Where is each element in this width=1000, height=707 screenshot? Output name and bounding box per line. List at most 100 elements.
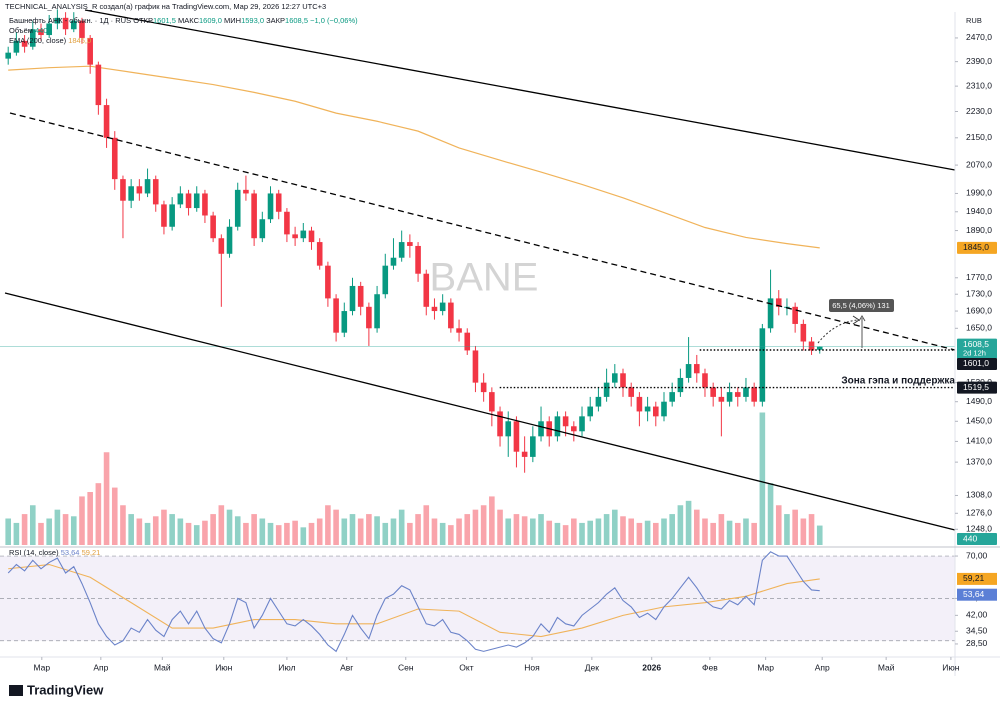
volume-bar [357, 518, 364, 545]
candle-body [341, 311, 348, 333]
x-tick-label: 2026 [642, 662, 661, 672]
measure-arrow [817, 319, 859, 344]
y-tick-label: 1770,0 [966, 272, 992, 282]
volume-bar [128, 514, 134, 545]
candle-body [612, 373, 618, 383]
candle-body [234, 189, 241, 227]
rsi-name: RSI (14, close) [9, 548, 59, 557]
volume-bar [456, 518, 462, 545]
volume-bar [5, 518, 11, 545]
candle-body [751, 387, 757, 402]
x-tick-label: Мар [757, 662, 774, 672]
volume-bar [505, 518, 512, 545]
volume-bar [79, 496, 85, 545]
field-value: 1593,0 [241, 16, 264, 25]
volume-bar [710, 522, 716, 545]
volume-bar [136, 518, 143, 545]
volume-bar [612, 509, 618, 545]
rsi-ma-value: 59,21 [82, 548, 101, 557]
volume-bar [743, 518, 749, 545]
rsi-value-box [957, 588, 997, 601]
candle-body [652, 406, 659, 417]
candle-body [489, 392, 495, 412]
x-tick-label: Дек [585, 662, 599, 672]
rsi-ma-axis-label: 59,21 [963, 573, 985, 583]
volume-bar [29, 505, 36, 545]
volume-bar [407, 522, 413, 545]
candle-body [103, 105, 110, 138]
y-tick-label: 2390,0 [966, 56, 992, 66]
x-tick-label: Сен [398, 662, 414, 672]
candle-body [431, 306, 438, 312]
level-label: 1519,5 [963, 382, 989, 392]
volume-bar [218, 505, 225, 545]
volume-bar [54, 509, 61, 545]
volume-bar [202, 520, 208, 545]
candle-body [390, 257, 397, 266]
candle-body [603, 382, 610, 397]
y-tick-label: 1690,0 [966, 305, 992, 315]
volume-bar [87, 492, 93, 545]
candle-body [808, 341, 815, 351]
candle-body [759, 328, 766, 402]
candle-body [644, 406, 651, 412]
candle-body [800, 323, 807, 342]
volume-bar [62, 514, 69, 545]
candle-body [497, 411, 503, 437]
level-label-box [957, 357, 997, 370]
level-label: 1601,0 [963, 358, 989, 368]
candle-body [169, 204, 175, 227]
candle-body [792, 306, 798, 324]
candle-body [472, 350, 479, 383]
candle-body [54, 17, 61, 24]
volume-bar [390, 518, 397, 545]
candle-body [693, 364, 700, 374]
volume-legend: Объём 440 [9, 26, 48, 35]
symbol-legend: Башнефть АНК - обыкн. · 1Д · RUS ОТКР160… [9, 16, 358, 25]
y-tick-label: 2230,0 [966, 106, 992, 116]
candle-body [120, 179, 126, 201]
rsi-value: 53,64 [61, 548, 80, 557]
candle-body [562, 416, 569, 427]
volume-bar [366, 514, 372, 545]
volume-bar [530, 518, 536, 545]
candle-body [374, 294, 380, 329]
measure-arrow-head [852, 315, 860, 325]
candle-body [415, 245, 421, 274]
volume-bar [620, 516, 626, 545]
candle-body [46, 23, 52, 36]
volume-bar [669, 514, 675, 545]
y-tick-label: 1450,0 [966, 416, 992, 426]
candle-body [628, 387, 635, 397]
last-price-label: 1608,5 [963, 339, 989, 349]
candle-body [21, 40, 28, 47]
rsi-line [7, 551, 820, 653]
volume-bar [726, 520, 733, 545]
change: −1,0 (−0,06%) [310, 16, 358, 25]
candle-body [726, 392, 733, 402]
volume-bar [333, 509, 339, 545]
field-value: 1601,5 [153, 16, 176, 25]
candle-body [128, 186, 134, 201]
volume-bar [144, 522, 151, 545]
volume-bar [808, 514, 815, 545]
y-tick-label: 1276,0 [966, 508, 992, 518]
volume-bar [284, 522, 290, 545]
watermark: BANE [430, 256, 539, 300]
rsi-tick-label: 42,00 [966, 610, 988, 620]
volume-bar [702, 518, 708, 545]
field-name: МАКС [178, 16, 200, 25]
y-tick-label: 1990,0 [966, 188, 992, 198]
x-tick-label: Июн [942, 662, 959, 672]
volume-bar [177, 518, 184, 545]
candle-body [70, 20, 77, 30]
volume-bar [472, 509, 479, 545]
candle-body [267, 193, 274, 220]
candle-body [38, 29, 44, 36]
candle-body [620, 373, 626, 388]
candle-body [349, 285, 356, 312]
credit: TECHNICAL_ANALYSIS_R создал(а) график на… [5, 2, 326, 11]
volume-bar [234, 516, 241, 545]
volume-bar [13, 522, 20, 545]
